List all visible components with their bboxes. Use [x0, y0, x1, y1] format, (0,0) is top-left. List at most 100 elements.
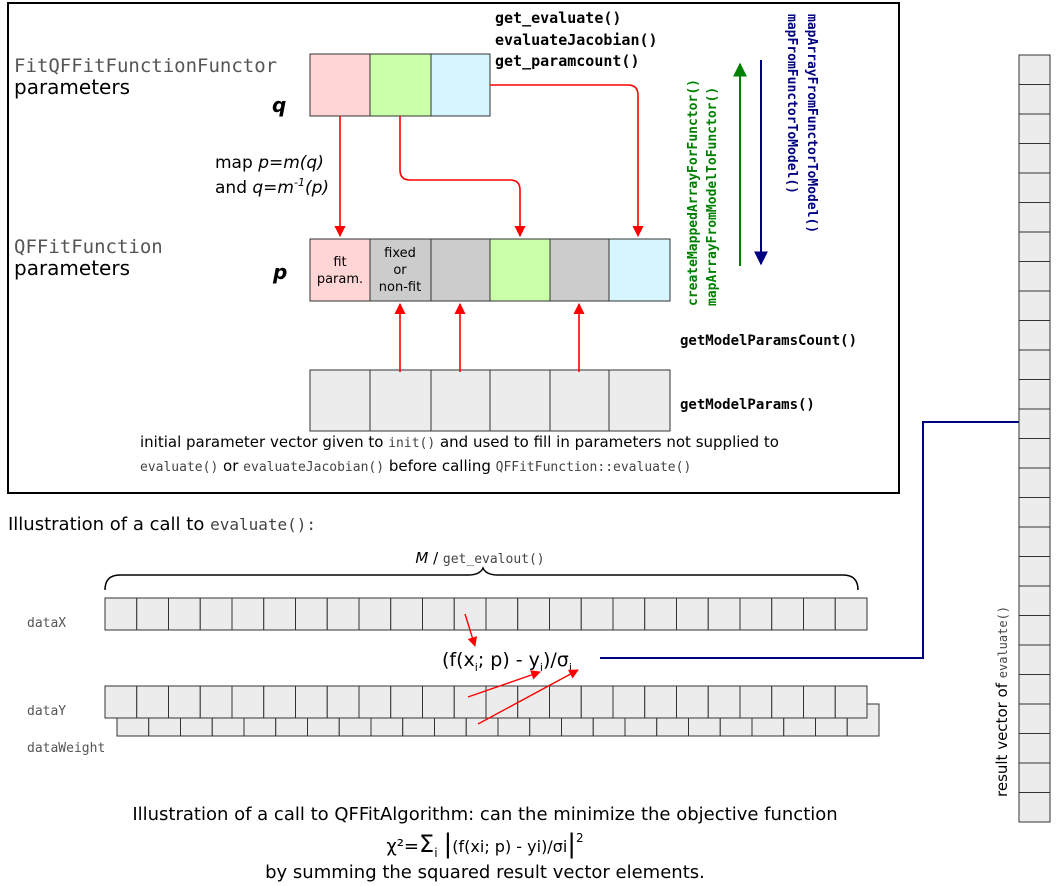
- method-evaluate-jacobian: evaluateJacobian(): [495, 31, 658, 49]
- result-vector-cell: [1018, 556, 1051, 587]
- datax-cell: [771, 597, 804, 631]
- p-box-cyan: [608, 238, 671, 302]
- method-map-array-model-to-functor: mapArrayFromModelToFunctor(): [705, 87, 720, 306]
- result-vector-cell: [1018, 526, 1051, 557]
- datay-cell: [739, 685, 773, 719]
- datax-cell: [803, 597, 836, 631]
- q-symbol: q: [272, 93, 286, 117]
- brace: [104, 566, 859, 591]
- result-vector-cell: [1018, 379, 1051, 410]
- datax-cell: [676, 597, 709, 631]
- result-vector-cell: [1018, 261, 1051, 292]
- arrow-q-green-to-p: [399, 116, 526, 238]
- datax-cell: [739, 597, 773, 631]
- function-class-label: QFFitFunction: [14, 236, 163, 258]
- bottom-line-3: by summing the squared result vector ele…: [265, 862, 705, 883]
- method-map-array-functor-to-model: mapArrayFromFunctorToModel(): [804, 14, 819, 233]
- init-box-5: [549, 369, 610, 432]
- arrow-q-cyan-to-p: [490, 84, 644, 238]
- datay-cell: [199, 685, 233, 719]
- datay-cell: [104, 685, 138, 719]
- datay-cell: [676, 685, 709, 719]
- q-box-pink: [309, 53, 371, 117]
- result-vector-cell: [1018, 172, 1051, 203]
- result-vector-cell: [1018, 467, 1051, 498]
- datax-cell: [104, 597, 138, 631]
- datax-cell: [199, 597, 233, 631]
- p-box-gray-2: [549, 238, 610, 302]
- datay-cell: [168, 685, 201, 719]
- init-caption-line1: initial parameter vector given to init()…: [140, 433, 779, 451]
- datax-cell: [263, 597, 296, 631]
- p-symbol: p: [272, 260, 287, 284]
- datay-cell: [834, 685, 868, 719]
- bottom-line-1: Illustration of a call to QFFitAlgorithm…: [132, 804, 837, 825]
- arrow-datax-to-formula: [464, 613, 478, 647]
- fit-param-line2: param.: [317, 272, 363, 287]
- datax-cell: [644, 597, 677, 631]
- method-get-model-params-count: getModelParamsCount(): [680, 333, 857, 349]
- datax-cell: [485, 597, 519, 631]
- datay-cell: [295, 685, 328, 719]
- init-box-2: [369, 369, 432, 432]
- map-text-line1: map p=m(q): [215, 153, 324, 173]
- residual-formula: (f(xi; p) - yi)/σi: [442, 649, 572, 674]
- call-section-title: Illustration of a call to evaluate():: [8, 514, 316, 535]
- datay-cell: [580, 685, 614, 719]
- datay-row: [104, 685, 868, 719]
- parameter-mapping-frame: [7, 2, 900, 494]
- datay-cell: [707, 685, 741, 719]
- datax-label: dataX: [27, 616, 66, 631]
- result-vector-cell: [1018, 438, 1051, 469]
- result-vector-cell: [1018, 733, 1051, 764]
- method-get-evaluate: get_evaluate(): [495, 9, 621, 27]
- p-box-fixed: [369, 238, 432, 302]
- fit-param-line1: fit: [333, 255, 346, 270]
- datax-cell: [612, 597, 646, 631]
- result-vector-cell: [1018, 762, 1051, 793]
- datay-cell: [453, 685, 487, 719]
- datax-cell: [517, 597, 550, 631]
- datax-cell: [231, 597, 265, 631]
- dataweight-label: dataWeight: [27, 741, 105, 756]
- datax-cell: [549, 597, 582, 631]
- fixed-line2: or: [393, 263, 407, 278]
- datay-cell: [358, 685, 392, 719]
- map-text-line2: and q=m-1(p): [215, 176, 329, 198]
- arrow-datay-to-formula: [467, 670, 541, 698]
- result-vector-cell: [1018, 290, 1051, 321]
- datay-cell: [803, 685, 836, 719]
- result-vector-cell: [1018, 703, 1051, 734]
- result-vector-label: result vector of evaluate(): [993, 606, 1011, 797]
- q-box-green: [369, 53, 432, 117]
- datay-cell: [771, 685, 804, 719]
- result-vector-cell: [1018, 84, 1051, 115]
- datay-cell: [485, 685, 519, 719]
- datay-cell: [390, 685, 423, 719]
- result-vector-cell: [1018, 615, 1051, 646]
- method-get-model-params: getModelParams(): [680, 397, 815, 413]
- functor-parameters-label: parameters: [14, 75, 130, 99]
- datax-cell: [168, 597, 201, 631]
- datay-cell: [549, 685, 582, 719]
- datay-cell: [136, 685, 169, 719]
- arrow-formula-to-result: [600, 415, 1035, 659]
- datax-cell: [707, 597, 741, 631]
- result-vector-cell: [1018, 54, 1051, 85]
- method-create-mapped-array: createMappedArrayForFunctor(): [686, 79, 701, 306]
- arrow-dataweight-to-formula: [477, 669, 579, 725]
- datax-cell: [453, 597, 487, 631]
- datay-label: dataY: [27, 704, 66, 719]
- datax-cell: [358, 597, 392, 631]
- init-box-3: [430, 369, 491, 432]
- init-box-6: [608, 369, 671, 432]
- init-caption-line2: evaluate() or evaluateJacobian() before …: [140, 457, 691, 475]
- result-vector-cell: [1018, 320, 1051, 351]
- p-box-fit: [309, 238, 371, 302]
- q-box-cyan: [430, 53, 491, 117]
- bottom-line-2: χ²=Σi |(f(xi; p) - yi)/σi|2: [386, 829, 583, 860]
- result-vector-cell: [1018, 349, 1051, 380]
- p-box-gray-1: [430, 238, 491, 302]
- datax-cell: [422, 597, 455, 631]
